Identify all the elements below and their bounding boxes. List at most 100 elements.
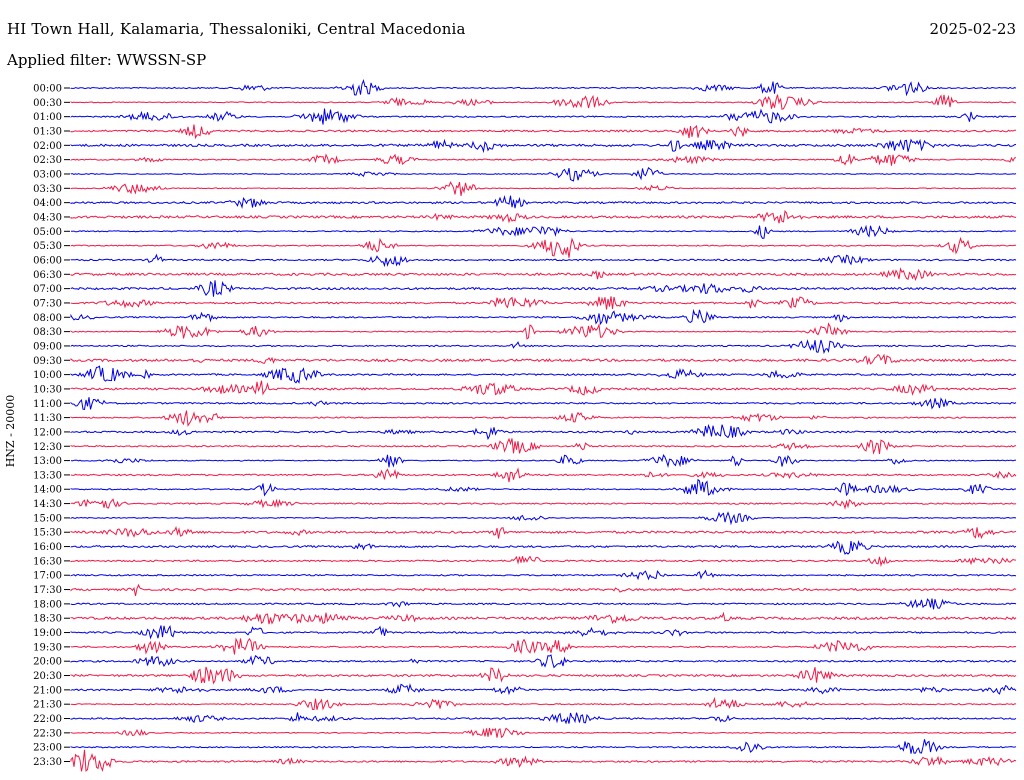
trace-row-1730 (70, 583, 1017, 596)
trace-row-1930 (70, 637, 1017, 655)
row-label-0700: 07:00 (33, 284, 62, 295)
row-label-1300: 13:00 (33, 456, 62, 467)
row-label-2130: 21:30 (33, 700, 62, 711)
trace-row-0300 (70, 166, 1017, 182)
trace-row-0500 (70, 224, 1017, 239)
row-label-1230: 12:30 (33, 442, 62, 453)
row-label-1330: 13:30 (33, 470, 62, 481)
trace-row-1330 (70, 467, 1017, 483)
row-label-0330: 03:30 (33, 184, 62, 195)
trace-row-0200 (70, 138, 1017, 154)
trace-row-0400 (70, 194, 1017, 210)
row-label-0530: 05:30 (33, 241, 62, 252)
trace-row-1630 (70, 555, 1017, 568)
trace-row-0600 (70, 253, 1017, 268)
row-label-0830: 08:30 (33, 327, 62, 338)
trace-row-1400 (70, 478, 1016, 497)
row-label-2030: 20:30 (33, 671, 62, 682)
trace-row-1300 (70, 454, 1017, 468)
trace-row-1200 (70, 423, 1017, 441)
trace-row-1900 (70, 625, 1017, 640)
trace-row-0230 (70, 153, 1017, 166)
trace-row-1500 (70, 511, 1017, 526)
row-label-1200: 12:00 (33, 427, 62, 438)
row-label-1900: 19:00 (33, 628, 62, 639)
trace-row-2330 (70, 749, 1017, 773)
trace-row-0330 (70, 181, 1017, 196)
trace-row-1000 (70, 365, 1017, 384)
trace-row-1230 (70, 437, 1017, 455)
row-label-1730: 17:30 (33, 585, 62, 596)
row-label-1800: 18:00 (33, 599, 62, 610)
row-label-1600: 16:00 (33, 542, 62, 553)
row-label-0930: 09:30 (33, 356, 62, 367)
row-label-0730: 07:30 (33, 298, 62, 309)
row-label-2100: 21:00 (33, 685, 62, 696)
row-label-2330: 23:30 (33, 757, 62, 768)
trace-row-2300 (70, 739, 1017, 754)
trace-row-0100 (70, 108, 1017, 125)
row-label-0400: 04:00 (33, 198, 62, 209)
trace-row-2030 (70, 666, 1017, 685)
trace-row-0930 (70, 353, 1017, 366)
row-label-0300: 03:00 (33, 169, 62, 180)
trace-row-2100 (70, 683, 1017, 696)
row-label-0100: 01:00 (33, 112, 62, 123)
row-label-2300: 23:00 (33, 743, 62, 754)
row-label-2230: 22:30 (33, 728, 62, 739)
row-label-0500: 05:00 (33, 227, 62, 238)
trace-row-0130 (70, 124, 1017, 140)
row-label-0430: 04:30 (33, 212, 62, 223)
row-label-0000: 00:00 (33, 84, 62, 95)
row-label-1000: 10:00 (33, 370, 62, 381)
row-label-1530: 15:30 (33, 528, 62, 539)
trace-row-2000 (70, 654, 1017, 669)
row-label-1430: 14:30 (33, 499, 62, 510)
row-label-2000: 20:00 (33, 657, 62, 668)
trace-row-0000 (70, 79, 1017, 97)
trace-row-0030 (70, 94, 1016, 110)
row-label-1400: 14:00 (33, 485, 62, 496)
helicorder-rows: 00:00 00:30 01:00 01:30 02:00 02:30 03:00 03:30… (33, 79, 1017, 773)
row-label-1930: 19:30 (33, 642, 62, 653)
trace-row-1800 (70, 598, 1017, 610)
row-label-0600: 06:00 (33, 255, 62, 266)
row-label-0800: 08:00 (33, 313, 62, 324)
trace-row-0430 (70, 210, 1017, 224)
trace-row-1600 (70, 540, 1017, 555)
row-label-1630: 16:30 (33, 556, 62, 567)
station-title: HI Town Hall, Kalamaria, Thessaloniki, C… (7, 20, 466, 38)
row-label-0630: 06:30 (33, 270, 62, 281)
trace-row-0730 (70, 296, 1017, 310)
row-label-1030: 10:30 (33, 384, 62, 395)
trace-row-0830 (70, 322, 1017, 340)
filter-label: Applied filter: WWSSN-SP (7, 51, 207, 69)
trace-row-1130 (70, 410, 1017, 427)
trace-row-0800 (70, 308, 1017, 326)
trace-row-1100 (70, 397, 1017, 410)
row-label-1500: 15:00 (33, 513, 62, 524)
trace-row-2130 (70, 696, 1016, 711)
row-label-0030: 00:30 (33, 98, 62, 109)
row-label-2200: 22:00 (33, 714, 62, 725)
trace-row-0900 (70, 339, 1017, 355)
date-label: 2025-02-23 (929, 20, 1016, 38)
trace-row-0630 (70, 267, 1017, 282)
trace-row-1430 (70, 498, 1017, 510)
row-label-1830: 18:30 (33, 614, 62, 625)
row-label-1100: 11:00 (33, 399, 62, 410)
trace-row-1700 (70, 569, 1017, 581)
trace-row-1530 (70, 526, 1017, 539)
trace-row-2200 (70, 712, 1017, 725)
trace-row-0700 (70, 280, 1017, 297)
row-label-1700: 17:00 (33, 571, 62, 582)
trace-row-1030 (70, 380, 1017, 396)
trace-row-2230 (70, 727, 1017, 739)
row-label-1130: 11:30 (33, 413, 62, 424)
row-label-0900: 09:00 (33, 341, 62, 352)
row-label-0230: 02:30 (33, 155, 62, 166)
row-label-0130: 01:30 (33, 126, 62, 137)
trace-row-1830 (70, 611, 1017, 625)
row-label-0200: 02:00 (33, 141, 62, 152)
